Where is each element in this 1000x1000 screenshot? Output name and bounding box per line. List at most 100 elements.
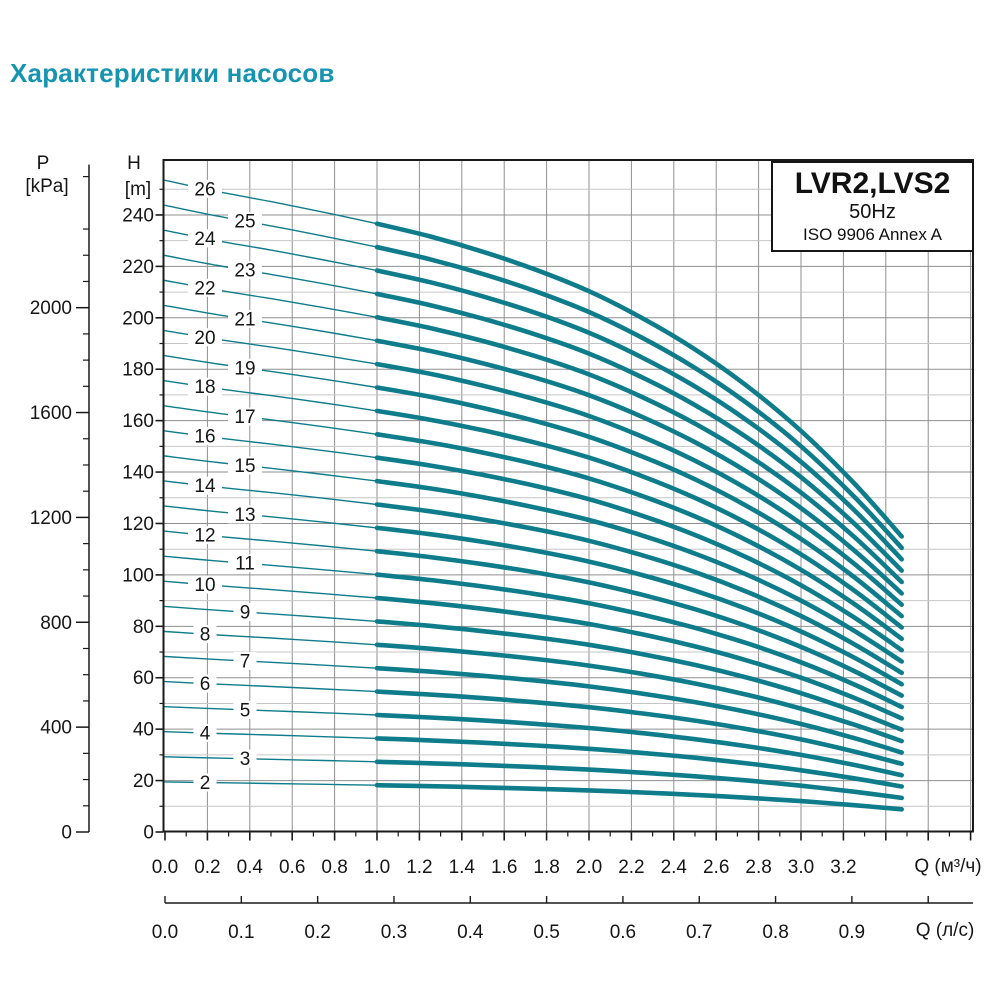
curve-stage-label: 8 xyxy=(200,625,211,646)
curve-label-halo xyxy=(228,407,262,426)
curve-stage-label: 11 xyxy=(235,554,255,575)
curve-label-halo xyxy=(188,526,222,545)
pressure-tick-label: 2000 xyxy=(30,298,72,319)
curve-label-halo xyxy=(228,309,262,328)
pressure-axis-name: P xyxy=(36,153,50,174)
flow-tick-label: 2.8 xyxy=(745,857,771,878)
iso-standard: ISO 9906 Annex A xyxy=(803,225,942,244)
flow-tick-label: 0.2 xyxy=(194,857,220,878)
curve-stage-label: 25 xyxy=(234,212,255,233)
curve-label-halo xyxy=(188,278,222,297)
flow-axis-ls: 0.0 0.1 0.2 0.3 0.4 0.5 0.6 0.7 0.8 0.9 xyxy=(152,896,973,943)
flow-ls-tick-label: 0.0 xyxy=(152,922,178,943)
head-axis: 0 20 40 60 80 100 120 140 160 180 200 220 240 xyxy=(122,188,164,844)
pump-curve-22-nominal xyxy=(374,315,904,585)
pump-curve-25-thin xyxy=(164,204,378,248)
flow-axis-unit-ls: Q (л/с) xyxy=(915,920,975,941)
curve-stage-label: 6 xyxy=(200,674,211,695)
flow-tick-label: 1.4 xyxy=(449,857,476,878)
curve-label-halo xyxy=(188,328,222,347)
flow-tick-label: 2.0 xyxy=(576,857,602,878)
flow-tick-label: 2.2 xyxy=(618,857,644,878)
pump-curve-12-nominal xyxy=(374,548,904,698)
flow-tick-label: 0.4 xyxy=(237,857,264,878)
flow-ls-tick-label: 0.5 xyxy=(533,922,559,943)
pump-curve-3-nominal xyxy=(374,759,904,801)
flow-tick-label: 0.6 xyxy=(279,857,305,878)
head-tick-label: 140 xyxy=(122,463,154,484)
head-tick-label: 40 xyxy=(133,720,154,741)
pump-curve-17-thin xyxy=(164,405,378,435)
curve-label-halo xyxy=(188,575,222,594)
curve-label-halo xyxy=(228,505,262,524)
pump-curve-4-nominal xyxy=(374,736,904,789)
flow-tick-label: 2.4 xyxy=(661,857,688,878)
model-name: LVR2,LVS2 xyxy=(794,167,951,200)
head-tick-label: 240 xyxy=(122,205,154,226)
pump-curve-3-thin xyxy=(164,756,378,763)
curve-label-halo xyxy=(228,358,262,377)
curve-stage-label: 12 xyxy=(194,526,215,547)
head-axis-unit: [m] xyxy=(124,179,152,200)
pump-curve-24-nominal xyxy=(374,268,904,562)
flow-ls-tick-label: 0.1 xyxy=(228,922,254,943)
pump-curve-17-nominal xyxy=(374,432,904,642)
curve-stage-label: 10 xyxy=(194,575,215,596)
pump-curve-11-thin xyxy=(164,555,378,576)
head-tick-label: 60 xyxy=(133,668,154,689)
pump-curve-19-thin xyxy=(164,355,378,389)
curve-stage-label: 13 xyxy=(234,505,255,526)
curve-label-halo xyxy=(233,700,257,719)
flow-tick-label: 3.0 xyxy=(788,857,814,878)
flow-axis-m3h: 0.0 0.2 0.4 0.6 0.8 1.0 1.2 1.4 1.6 1.8 2.0 2.2 2.4 2… xyxy=(152,831,972,878)
curve-stage-label: 24 xyxy=(194,229,216,250)
pump-curve-5-thin xyxy=(164,706,378,716)
curve-label-halo xyxy=(228,212,262,231)
head-tick-label: 120 xyxy=(122,514,154,535)
curve-label-halo xyxy=(193,724,217,743)
pump-curve-2-nominal xyxy=(374,782,904,812)
curve-label-halo xyxy=(188,179,222,198)
curve-stage-label: 16 xyxy=(194,427,215,448)
curve-label-halo xyxy=(228,554,262,573)
flow-tick-label: 3.2 xyxy=(830,857,856,878)
curve-label-halo xyxy=(233,603,257,622)
pressure-tick-label: 800 xyxy=(40,613,72,634)
curve-stage-label: 23 xyxy=(234,261,255,282)
pressure-tick-label: 1200 xyxy=(30,508,72,529)
pump-curve-16-nominal xyxy=(374,455,904,653)
flow-ls-tick-label: 0.2 xyxy=(304,922,330,943)
pump-curve-15-thin xyxy=(164,455,378,482)
flow-ls-tick-label: 0.8 xyxy=(762,922,788,943)
flow-ls-tick-label: 0.4 xyxy=(457,922,484,943)
pump-curve-7-thin xyxy=(164,655,378,669)
curve-stage-label: 9 xyxy=(240,603,251,624)
curve-stage-label: 21 xyxy=(234,309,255,330)
curve-stage-label: 26 xyxy=(194,179,215,200)
curve-stage-label: 5 xyxy=(240,700,251,721)
page-title: Характеристики насосов xyxy=(10,58,335,88)
curve-label-halo xyxy=(188,427,222,446)
pump-curve-26-nominal xyxy=(374,221,904,539)
flow-tick-label: 2.6 xyxy=(703,857,729,878)
curve-label-halo xyxy=(188,476,222,495)
pump-curve-7-nominal xyxy=(374,665,904,755)
pressure-tick-label: 400 xyxy=(40,718,72,739)
head-tick-label: 220 xyxy=(122,257,154,278)
pressure-tick-label: 1600 xyxy=(30,403,72,424)
flow-tick-label: 1.2 xyxy=(406,857,432,878)
pump-curve-9-nominal xyxy=(374,619,904,732)
pump-curve-21-nominal xyxy=(374,338,904,596)
pump-curve-21-thin xyxy=(164,304,378,342)
pump-curve-14-nominal xyxy=(374,502,904,676)
curve-label-halo xyxy=(228,261,262,280)
curve-stage-label: 18 xyxy=(194,377,215,398)
pressure-axis-unit: [kPa] xyxy=(25,176,69,197)
pump-curve-10-nominal xyxy=(374,595,904,721)
pump-curve-13-thin xyxy=(164,505,378,529)
pressure-axis: 0 400 800 1200 1600 2000 xyxy=(30,164,90,844)
pump-curve-15-nominal xyxy=(374,478,904,664)
curve-stage-label: 2 xyxy=(200,773,211,794)
